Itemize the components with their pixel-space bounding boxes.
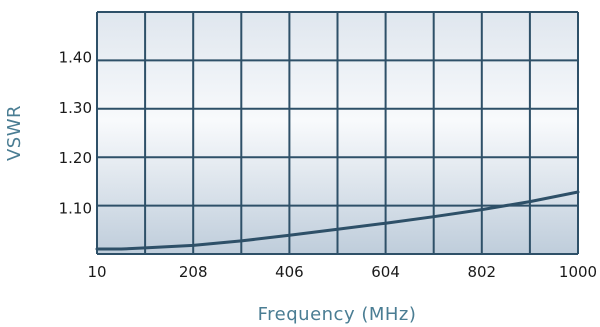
x-tick-label: 208	[179, 263, 208, 281]
grid	[96, 11, 579, 255]
x-tick-label: 604	[371, 263, 400, 281]
x-tick-label: 802	[467, 263, 496, 281]
x-axis-label: Frequency (MHz)	[258, 304, 417, 325]
series-line	[95, 190, 580, 251]
x-tick-label: 1000	[559, 263, 597, 281]
y-tick-label: 1.40	[59, 48, 92, 66]
y-tick-label: 1.30	[59, 99, 92, 117]
y-axis-label: VSWR	[4, 105, 25, 161]
x-tick-labels: 10 208 406 604 802 1000	[87, 263, 597, 281]
y-tick-labels: 1.10 1.20 1.30 1.40	[59, 48, 92, 217]
x-tick-label: 10	[87, 263, 106, 281]
y-tick-label: 1.10	[59, 200, 92, 218]
x-tick-label: 406	[275, 263, 304, 281]
y-tick-label: 1.20	[59, 149, 92, 167]
